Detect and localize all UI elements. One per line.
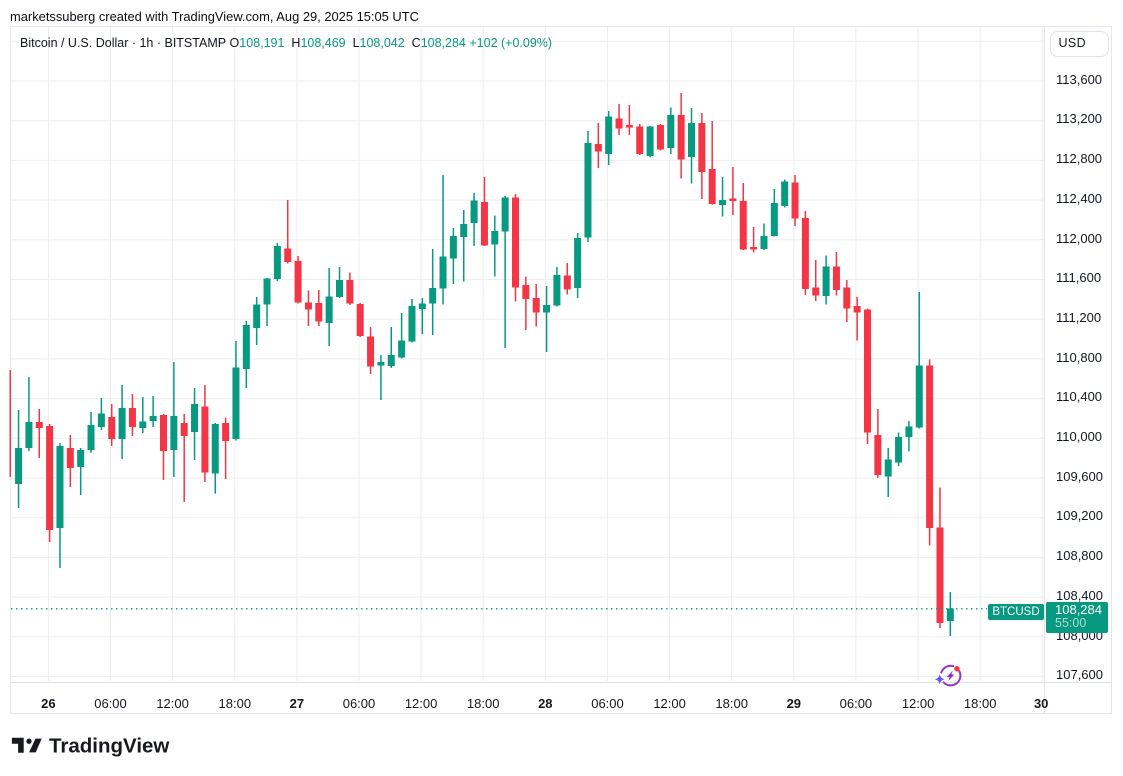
svg-text:TradingView: TradingView: [49, 736, 169, 757]
